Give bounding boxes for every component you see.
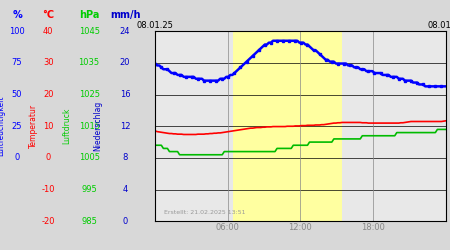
Text: 20: 20 — [43, 90, 54, 99]
Text: 1035: 1035 — [79, 58, 99, 68]
Text: 50: 50 — [12, 90, 22, 99]
Text: -10: -10 — [41, 185, 55, 194]
Text: 16: 16 — [120, 90, 130, 99]
Text: Erstellt: 21.02.2025 13:51: Erstellt: 21.02.2025 13:51 — [164, 210, 245, 214]
Text: Luftdruck: Luftdruck — [62, 108, 71, 144]
Text: Luftfeuchtigkeit: Luftfeuchtigkeit — [0, 96, 5, 156]
Text: mm/h: mm/h — [110, 10, 140, 20]
Text: 4: 4 — [122, 185, 128, 194]
Text: 75: 75 — [12, 58, 22, 68]
Text: 100: 100 — [9, 27, 25, 36]
Text: hPa: hPa — [79, 10, 99, 20]
Text: 20: 20 — [120, 58, 130, 68]
Text: 1025: 1025 — [79, 90, 99, 99]
Text: -20: -20 — [41, 217, 55, 226]
Text: Niederschlag: Niederschlag — [94, 101, 103, 151]
Text: 10: 10 — [43, 122, 54, 131]
Text: 1045: 1045 — [79, 27, 99, 36]
Text: 0: 0 — [45, 154, 51, 162]
Text: 24: 24 — [120, 27, 130, 36]
Text: 985: 985 — [81, 217, 97, 226]
Text: 1005: 1005 — [79, 154, 99, 162]
Text: Temperatur: Temperatur — [29, 104, 38, 148]
Bar — [233, 31, 342, 221]
Text: 995: 995 — [81, 185, 97, 194]
Text: °C: °C — [42, 10, 54, 20]
Text: 12: 12 — [120, 122, 130, 131]
Text: 0: 0 — [122, 217, 128, 226]
Text: 0: 0 — [14, 154, 20, 162]
Text: 30: 30 — [43, 58, 54, 68]
Text: 1015: 1015 — [79, 122, 99, 131]
Text: 40: 40 — [43, 27, 54, 36]
Text: %: % — [12, 10, 22, 20]
Text: 8: 8 — [122, 154, 128, 162]
Text: 25: 25 — [12, 122, 22, 131]
